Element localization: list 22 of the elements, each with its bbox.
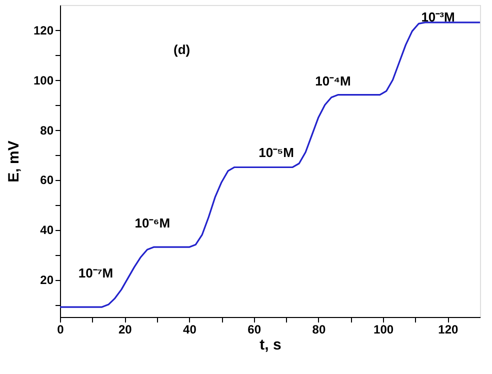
y-tick-label: 20 xyxy=(40,273,54,288)
x-tick-label: 60 xyxy=(248,322,262,336)
annotation: (d) xyxy=(173,42,190,58)
x-tick-label: 120 xyxy=(438,322,459,336)
x-tick-label: 0 xyxy=(57,322,64,336)
annotation: 10⁻³M xyxy=(421,9,455,24)
x-tick-label: 40 xyxy=(183,322,197,336)
x-tick-label: 80 xyxy=(312,322,326,336)
annotation: 10⁻⁴M xyxy=(315,73,351,88)
annotation: 10⁻⁷M xyxy=(78,265,114,280)
y-tick-label: 40 xyxy=(40,223,54,238)
y-tick-label: 80 xyxy=(40,123,54,138)
annotation: 10⁻⁵M xyxy=(258,145,294,160)
line-series xyxy=(59,22,481,308)
x-tick-label: 100 xyxy=(374,322,394,336)
y-axis-title: E, mV xyxy=(5,140,22,182)
annotation: 10⁻⁶M xyxy=(134,215,170,230)
x-axis-title: t, s xyxy=(260,336,282,354)
y-tick-label: 100 xyxy=(33,73,54,88)
x-tick-label: 20 xyxy=(118,322,132,336)
y-tick-label: 120 xyxy=(33,23,54,38)
y-tick-label: 60 xyxy=(40,173,54,188)
